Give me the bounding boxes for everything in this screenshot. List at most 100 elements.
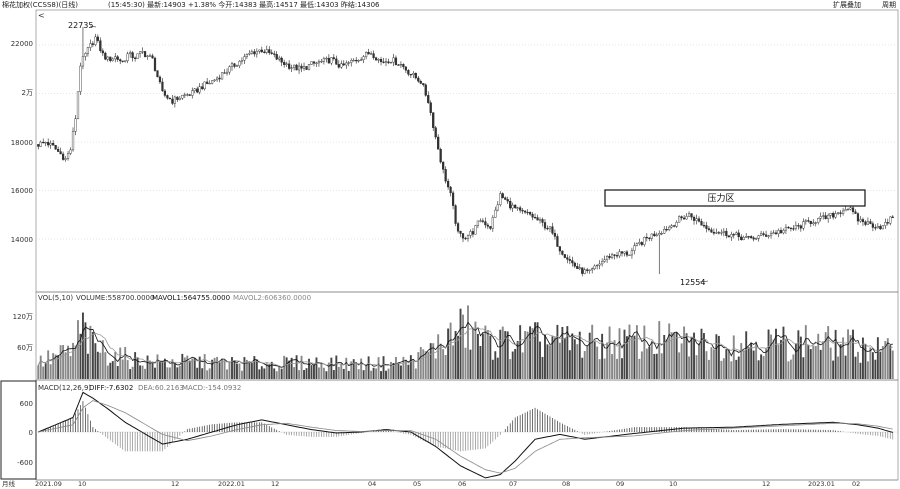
candle-body (325, 57, 328, 60)
volume-bar (866, 361, 869, 379)
volume-bar (794, 343, 797, 379)
volume-bar (760, 354, 763, 379)
candle-body (370, 53, 373, 55)
volume-bar (879, 351, 882, 379)
x-label-period[interactable]: 月线 (2, 479, 16, 488)
volume-bar (852, 329, 854, 379)
volume-bar (248, 361, 251, 379)
volume-bar (233, 360, 236, 379)
volume-bar (514, 349, 517, 379)
volume-bar (168, 367, 171, 379)
candle-body (566, 257, 569, 260)
candle-body (784, 226, 788, 231)
candle-body (220, 72, 224, 80)
candle-body (99, 40, 102, 51)
volume-bar (57, 355, 60, 379)
candle-body (447, 180, 450, 188)
x-label-2023-01: 2023.01 (808, 480, 835, 488)
candle-body (777, 230, 780, 235)
dea-line (38, 400, 893, 474)
volume-bar (824, 332, 827, 379)
volume-bar (717, 335, 720, 379)
volume-bar (320, 362, 323, 379)
candle-body (156, 70, 159, 78)
candle-body (260, 49, 263, 53)
candle-body (802, 221, 805, 229)
volume-bar (163, 358, 166, 379)
add-overlay-button[interactable]: 扩展叠加 (833, 1, 861, 9)
volume-bar (293, 367, 296, 379)
volume-bar (377, 357, 380, 379)
period-button[interactable]: 周期 (882, 1, 896, 9)
volume-bar (245, 359, 248, 379)
quote-header: 棉花加权(CCSS8)(日线) (15:45:30) 最新:14903 +1.3… (0, 0, 900, 10)
vol-legend-mavol2: MAVOL2:606360.0000 (233, 294, 311, 302)
volume-bar (658, 321, 661, 379)
back-arrow-icon[interactable]: < (38, 11, 45, 20)
candle-body (665, 229, 668, 231)
volume-bar (439, 343, 442, 379)
candle-body (623, 251, 626, 254)
candle-body (360, 59, 363, 61)
candle-body (168, 97, 171, 100)
volume-bar (891, 350, 894, 379)
volume-bar (474, 321, 477, 379)
x-label-08: 08 (562, 480, 570, 488)
candle-body (752, 237, 755, 240)
candle-body (583, 269, 586, 274)
vol-tick-120w: 120万 (13, 313, 33, 321)
candle-body (779, 230, 783, 234)
candle-body (382, 61, 385, 63)
volume-bar (173, 363, 176, 379)
candle-body (519, 207, 522, 211)
volume-bar (484, 325, 487, 379)
volume-bar (171, 359, 174, 379)
candle-body (263, 51, 266, 53)
volume-bar (357, 369, 360, 379)
volume-bar (648, 346, 651, 379)
candle-body (588, 269, 591, 271)
volume-bar (715, 334, 718, 379)
volume-bar (881, 346, 884, 379)
candle-body (332, 57, 335, 60)
volume-bar (74, 345, 77, 379)
candle-body (124, 60, 127, 62)
candle-body (454, 205, 457, 224)
candle-body (598, 263, 601, 266)
volume-bar (688, 356, 691, 379)
candle-body (265, 49, 268, 53)
volume-bar (218, 362, 221, 379)
volume-bar (809, 349, 812, 379)
candle-body (727, 235, 730, 238)
volume-bar (126, 360, 129, 379)
volume-bar (799, 336, 802, 379)
candle-body (576, 266, 579, 269)
candle-body (278, 57, 281, 60)
candle-body (486, 224, 489, 227)
resistance-box[interactable] (604, 189, 866, 207)
volume-bar (340, 363, 343, 379)
candle-body (350, 60, 353, 63)
volume-bar (303, 370, 305, 379)
volume-bar (675, 332, 678, 379)
volume-bar (819, 349, 822, 379)
candle-body (685, 216, 688, 220)
volume-bar (703, 333, 705, 379)
volume-bar (250, 363, 253, 379)
candle-body (143, 51, 147, 57)
candle-body (106, 56, 109, 60)
quote-line: (15:45:30) 最新:14903 +1.38% 今开:14383 最高:1… (108, 1, 380, 9)
macd-legend-macd: MACD:-154.0932 (182, 384, 241, 392)
candle-body (678, 216, 681, 223)
volume-bar (253, 356, 256, 379)
candle-body (697, 218, 701, 222)
candle-body (302, 66, 306, 69)
volume-bar (444, 354, 447, 379)
volume-bar (409, 355, 412, 379)
candle-body (635, 243, 638, 246)
macd-legend-dea: DEA:60.2163 (138, 384, 184, 392)
volume-bar (129, 369, 132, 379)
volume-bar (561, 326, 564, 379)
volume-bar (52, 353, 55, 379)
